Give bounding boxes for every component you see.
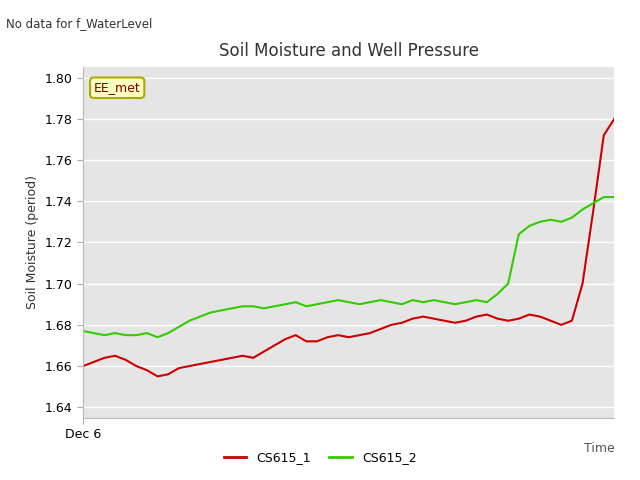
Title: Soil Moisture and Well Pressure: Soil Moisture and Well Pressure (219, 42, 479, 60)
Y-axis label: Soil Moisture (period): Soil Moisture (period) (26, 175, 39, 310)
Text: No data for f_WaterLevel: No data for f_WaterLevel (6, 17, 153, 30)
Text: EE_met: EE_met (94, 81, 141, 94)
Text: Time: Time (584, 442, 614, 455)
Legend: CS615_1, CS615_2: CS615_1, CS615_2 (218, 446, 422, 469)
